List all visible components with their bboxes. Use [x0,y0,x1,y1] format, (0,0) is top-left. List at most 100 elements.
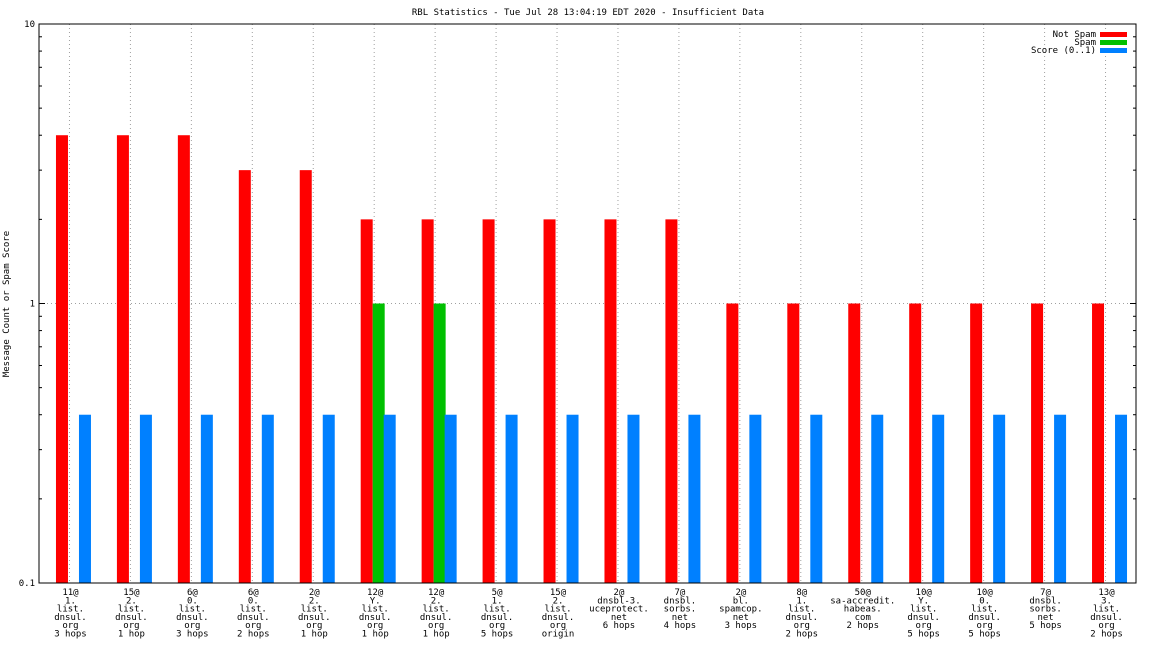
bar-not-spam [116,135,129,583]
category-label-line: 3 hops [725,621,758,631]
category-label-line: net [611,613,627,623]
category-label-line: dnsul. [1090,613,1123,623]
category-label-line: list. [362,605,389,615]
category-label-line: list. [423,605,450,615]
category-label-line: 5 hops [907,630,940,640]
category-label-line: dnsul. [907,613,940,623]
chart-title: RBL Statistics - Tue Jul 28 13:04:19 EDT… [412,8,764,18]
category-label-line: 1 hop [118,630,145,640]
bar-score-0-1 [505,414,518,583]
bar-not-spam [299,170,312,583]
category-label-line: 15@ [123,588,140,598]
category-label-line: org [489,621,505,631]
category-label-line: dnsul. [968,613,1001,623]
bar-not-spam [848,303,861,583]
category-label-line: org [367,621,383,631]
bar-score-0-1 [627,414,640,583]
category-label-line: dnsul. [115,613,148,623]
bar-score-0-1 [200,414,213,583]
category-label-line: 2. [553,596,564,606]
category-label-line: 2 hops [237,630,270,640]
category-label-line: 3 hops [54,630,87,640]
category-label-line: 0. [979,596,990,606]
category-label-line: org [794,621,810,631]
category-label-line: 10@ [916,588,933,598]
category-label-line: 0. [248,596,259,606]
bar-score-0-1 [688,414,701,583]
category-label-line: list. [118,605,145,615]
category-label-line: 50@ [855,588,872,598]
bar-score-0-1 [139,414,152,583]
category-label-line: net [733,613,749,623]
category-label-line: dnsul. [298,613,331,623]
bar-score-0-1 [322,414,335,583]
category-label-line: list. [57,605,84,615]
bar-not-spam [726,303,739,583]
category-label-line: 6@ [248,588,259,598]
category-label-line: Y. [370,596,381,606]
category-label-line: 1 hop [423,630,450,640]
category-label-line: org [1098,621,1114,631]
category-label-line: 15@ [550,588,567,598]
category-label-line: 1 hop [362,630,389,640]
y-tick-label: 1 [30,300,35,310]
category-label-line: 1. [492,596,503,606]
legend-label: Not Spam [1053,30,1096,40]
bar-not-spam [665,219,678,584]
category-label-line: 2. [309,596,320,606]
category-label-line: com [855,613,871,623]
bar-not-spam [970,303,983,583]
bar-not-spam [482,219,495,584]
bar-not-spam [360,219,373,584]
category-label-line: list. [544,605,571,615]
bar-score-0-1 [932,414,945,583]
bar-score-0-1 [78,414,91,583]
category-label-line: habeas. [844,605,882,615]
category-label-line: 2 hops [786,630,819,640]
category-label-line: 5 hops [481,630,514,640]
category-label-line: dnsul. [237,613,270,623]
category-label-line: 4 hops [664,621,697,631]
category-label-line: org [550,621,566,631]
bar-not-spam [1031,303,1044,583]
bar-not-spam [238,170,251,583]
category-label-line: 2@ [614,588,625,598]
bar-spam [433,303,446,583]
category-label-line: dnsul. [359,613,392,623]
category-label-line: 3. [1101,596,1112,606]
category-label-line: list. [484,605,511,615]
category-label-line: dnsul. [54,613,87,623]
category-label-line: list. [301,605,328,615]
bar-not-spam [604,219,617,584]
category-label-line: 2@ [309,588,320,598]
bar-score-0-1 [383,414,396,583]
category-label-line: org [245,621,261,631]
category-label-line: 0. [187,596,198,606]
category-label-line: 12@ [367,588,384,598]
legend-swatch [1100,48,1127,53]
category-label-line: uceprotect. [589,605,649,615]
category-label-line: list. [788,605,815,615]
bar-score-0-1 [871,414,884,583]
category-label-line: 3 hops [176,630,209,640]
category-label-line: 10@ [977,588,994,598]
category-label-line: org [62,621,78,631]
bar-not-spam [55,135,68,583]
category-label-line: 2 hops [846,621,879,631]
category-label-line: 1 hop [301,630,328,640]
category-label-line: 1. [65,596,76,606]
category-label-line: net [1037,613,1053,623]
y-tick-label: 10 [24,20,35,30]
category-label-line: 2. [126,596,137,606]
category-label-line: 11@ [62,588,79,598]
